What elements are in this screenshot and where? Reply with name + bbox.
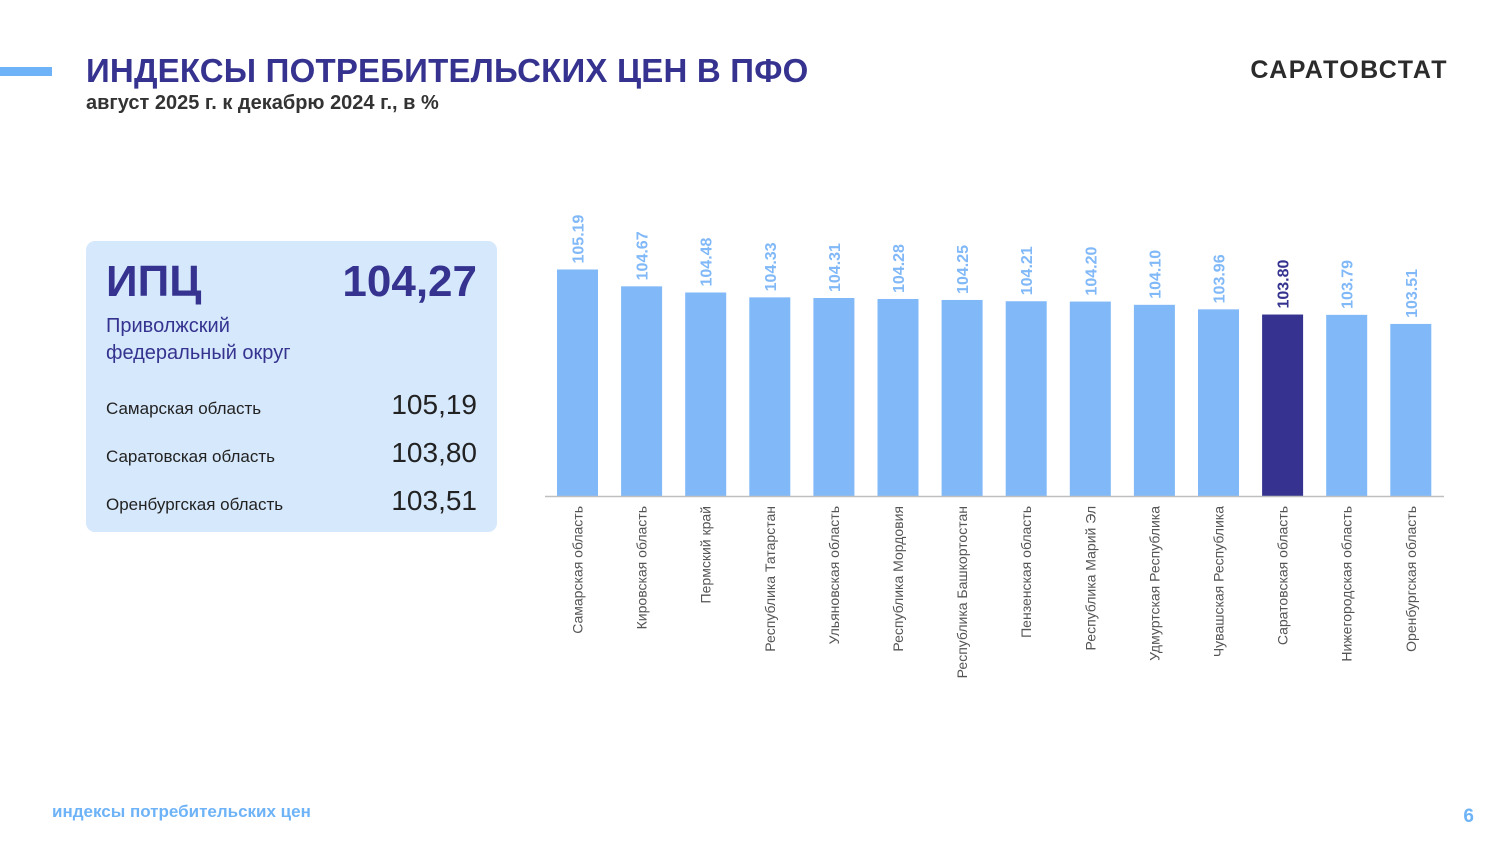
bar bbox=[1198, 309, 1239, 496]
data-label: 104.31 bbox=[827, 243, 844, 292]
category-label: Пензенская область bbox=[1018, 506, 1034, 638]
summary-card: ИПЦ 104,27 Приволжский федеральный округ… bbox=[86, 241, 497, 532]
data-label: 103.96 bbox=[1212, 254, 1229, 303]
bar bbox=[1133, 304, 1175, 496]
page-subtitle: август 2025 г. к декабрю 2024 г., в % bbox=[86, 92, 439, 114]
category-label: Республика Татарстан bbox=[762, 506, 778, 652]
district-name: Приволжский федеральный округ bbox=[106, 313, 366, 367]
summary-row-value: 103,80 bbox=[391, 437, 477, 468]
district-line-1: Приволжский bbox=[106, 315, 230, 337]
bar bbox=[557, 269, 598, 496]
category-label: Оренбургская область bbox=[1403, 506, 1419, 652]
cpi-bar-chart: 105.19 Самарская область 104.67 Кировская о… bbox=[540, 200, 1460, 725]
bar bbox=[1326, 314, 1368, 496]
category-label: Республика Башкортостан bbox=[954, 506, 970, 678]
bar bbox=[1262, 314, 1304, 496]
data-label: 103.79 bbox=[1340, 260, 1357, 309]
bar bbox=[1069, 301, 1111, 496]
category-label: Удмуртская Республика bbox=[1146, 506, 1162, 661]
data-label: 103.51 bbox=[1404, 269, 1421, 318]
data-label: 104.21 bbox=[1019, 246, 1036, 295]
bar bbox=[621, 286, 663, 496]
category-label: Кировская область bbox=[634, 506, 650, 629]
footer-label: индексы потребительских цен bbox=[52, 802, 311, 821]
summary-row: Самарская область 105,19 bbox=[106, 389, 477, 423]
summary-row-name: Саратовская область bbox=[106, 447, 275, 466]
category-label: Самарская область bbox=[570, 506, 586, 634]
bar bbox=[877, 298, 919, 496]
data-label: 104.20 bbox=[1083, 247, 1100, 296]
summary-row-value: 105,19 bbox=[391, 389, 477, 420]
summary-row-value: 103,51 bbox=[391, 485, 477, 516]
data-label: 105.19 bbox=[571, 214, 588, 263]
category-label: Чувашская Республика bbox=[1211, 506, 1227, 657]
summary-row: Оренбургская область 103,51 bbox=[106, 485, 477, 519]
page-number: 6 bbox=[1463, 806, 1474, 827]
category-label: Пермский край bbox=[698, 506, 714, 603]
bar bbox=[813, 298, 855, 496]
ipc-label: ИПЦ bbox=[106, 257, 202, 306]
data-label: 104.33 bbox=[763, 242, 780, 291]
data-label: 104.10 bbox=[1147, 250, 1164, 299]
bar bbox=[685, 292, 727, 496]
page-title: ИНДЕКСЫ ПОТРЕБИТЕЛЬСКИХ ЦЕН В ПФО bbox=[86, 52, 809, 89]
summary-row-name: Оренбургская область bbox=[106, 495, 284, 514]
data-label: 104.28 bbox=[891, 244, 908, 293]
category-label: Нижегородская область bbox=[1339, 506, 1355, 662]
bar bbox=[1005, 301, 1047, 496]
summary-row: Саратовская область 103,80 bbox=[106, 437, 477, 471]
category-label: Саратовская область bbox=[1275, 506, 1291, 645]
bar bbox=[749, 297, 791, 496]
category-label: Республика Марий Эл bbox=[1082, 506, 1098, 650]
data-label: 103.80 bbox=[1276, 259, 1293, 308]
chart-canvas: 105.19 Самарская область 104.67 Кировская о… bbox=[545, 214, 1444, 678]
accent-bar bbox=[0, 67, 52, 76]
category-label: Республика Мордовия bbox=[890, 506, 906, 652]
district-line-2: федеральный округ bbox=[106, 342, 291, 364]
ipc-value: 104,27 bbox=[342, 257, 477, 306]
bar bbox=[1390, 323, 1432, 496]
brand-logo-text: САРАТОВСТАТ bbox=[1250, 56, 1448, 84]
data-label: 104.25 bbox=[955, 245, 972, 294]
summary-row-name: Самарская область bbox=[106, 399, 262, 418]
bar bbox=[941, 299, 983, 496]
data-label: 104.48 bbox=[699, 237, 716, 286]
data-label: 104.67 bbox=[635, 231, 652, 280]
category-label: Ульяновская область bbox=[826, 506, 842, 644]
